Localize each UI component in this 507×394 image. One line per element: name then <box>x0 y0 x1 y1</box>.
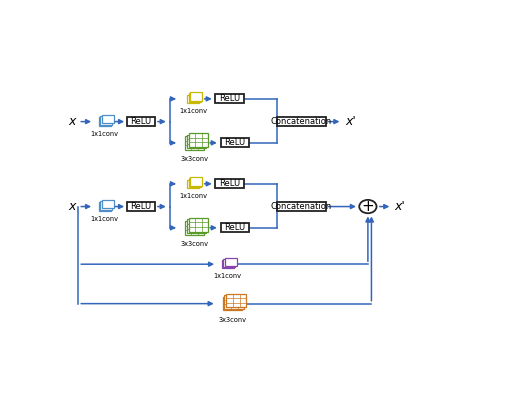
Text: ReLU: ReLU <box>219 94 240 103</box>
FancyBboxPatch shape <box>102 200 114 208</box>
Text: 1x1conv: 1x1conv <box>91 131 119 137</box>
FancyBboxPatch shape <box>99 117 111 126</box>
Text: ReLU: ReLU <box>224 138 245 147</box>
FancyBboxPatch shape <box>276 117 325 126</box>
Text: 1x1conv: 1x1conv <box>179 108 207 114</box>
Text: ReLU: ReLU <box>130 202 152 211</box>
FancyBboxPatch shape <box>190 177 202 186</box>
FancyBboxPatch shape <box>215 179 244 188</box>
Text: 1x1conv: 1x1conv <box>91 216 119 222</box>
Circle shape <box>359 200 377 213</box>
Text: ReLU: ReLU <box>224 223 245 232</box>
FancyBboxPatch shape <box>225 295 244 309</box>
FancyBboxPatch shape <box>185 136 204 150</box>
Text: Concatenation: Concatenation <box>270 117 332 126</box>
Text: x': x' <box>345 115 355 128</box>
FancyBboxPatch shape <box>185 221 204 234</box>
FancyBboxPatch shape <box>225 258 237 266</box>
Text: 3x3conv: 3x3conv <box>219 317 246 323</box>
FancyBboxPatch shape <box>99 202 111 211</box>
FancyBboxPatch shape <box>102 115 114 123</box>
FancyBboxPatch shape <box>187 134 206 148</box>
Text: x': x' <box>395 200 406 213</box>
Text: 3x3conv: 3x3conv <box>180 156 208 162</box>
FancyBboxPatch shape <box>190 92 202 101</box>
FancyBboxPatch shape <box>127 117 155 126</box>
FancyBboxPatch shape <box>215 94 244 103</box>
Text: 1x1conv: 1x1conv <box>213 273 242 279</box>
FancyBboxPatch shape <box>227 294 246 307</box>
FancyBboxPatch shape <box>276 202 325 211</box>
Text: x: x <box>68 115 76 128</box>
FancyBboxPatch shape <box>223 259 235 267</box>
FancyBboxPatch shape <box>187 180 199 188</box>
Text: Concatenation: Concatenation <box>270 202 332 211</box>
FancyBboxPatch shape <box>223 297 242 310</box>
Text: ReLU: ReLU <box>130 117 152 126</box>
FancyBboxPatch shape <box>127 202 155 211</box>
Text: ReLU: ReLU <box>219 179 240 188</box>
FancyBboxPatch shape <box>189 178 200 187</box>
FancyBboxPatch shape <box>222 260 234 268</box>
FancyBboxPatch shape <box>100 116 112 125</box>
FancyBboxPatch shape <box>187 95 199 103</box>
FancyBboxPatch shape <box>221 223 249 232</box>
FancyBboxPatch shape <box>100 201 112 210</box>
Text: 3x3conv: 3x3conv <box>180 240 208 247</box>
FancyBboxPatch shape <box>221 138 249 147</box>
Text: 1x1conv: 1x1conv <box>179 193 207 199</box>
FancyBboxPatch shape <box>189 93 200 102</box>
Text: +: + <box>361 199 374 214</box>
Text: x: x <box>68 200 76 213</box>
FancyBboxPatch shape <box>187 219 206 233</box>
FancyBboxPatch shape <box>189 218 208 232</box>
FancyBboxPatch shape <box>189 133 208 147</box>
